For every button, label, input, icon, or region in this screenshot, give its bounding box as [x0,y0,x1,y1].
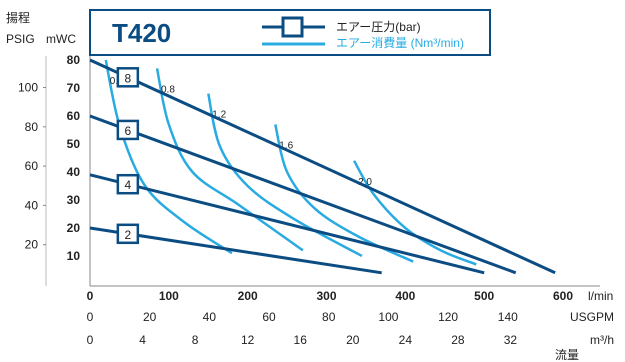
y-tick-mwc: 30 [67,193,81,207]
pressure-label-text: 4 [124,178,131,192]
x-tick-m3h: 32 [504,333,518,347]
x-tick-m3h: 24 [399,333,413,347]
y-unit-psig: PSIG [6,32,35,46]
y-tick-psig: 20 [25,238,39,252]
y-axis-title: 揚程 [6,10,30,25]
x-tick-m3h: 0 [87,333,94,347]
y-tick-psig: 60 [25,159,39,173]
legend: エアー圧力(bar) エアー消費量 (Nm³/min) [262,16,464,50]
pressure-labels: 8 6 4 2 [116,67,140,245]
pressure-label-box [116,173,140,195]
x-unit-usgpm: USGPM [570,310,614,324]
x-tick-m3h: 8 [192,333,199,347]
air-pressure-lines [89,58,556,275]
y-tick-mwc: 10 [67,249,81,263]
x-tick-lpm: 100 [159,289,179,303]
y-unit-mwc: mWC [46,32,76,46]
x-tick-m3h: 16 [294,333,308,347]
flow-curve-1.2 [207,93,363,258]
pressure-line-6 [89,114,517,275]
y-tick-mwc: 70 [67,81,81,95]
flow-curve-2.0 [353,160,477,266]
x-tick-lpm: 0 [87,289,94,303]
y-tick-mwc: 80 [67,53,81,67]
flow-curve-label: 1.2 [212,110,226,121]
legend-flow-label: エアー消費量 (Nm³/min) [336,35,464,50]
model-title: T420 [112,18,171,48]
x-tick-usgpm: 80 [322,310,336,324]
y-tick-mwc: 20 [67,221,81,235]
flow-curve-label: 0.8 [161,84,175,95]
pressure-label-box [116,223,140,245]
x-tick-lpm: 500 [474,289,494,303]
x-tick-usgpm: 0 [87,310,94,324]
x-tick-usgpm: 100 [378,310,398,324]
pressure-line-8 [89,58,556,275]
x-tick-m3h: 4 [139,333,146,347]
x-tick-lpm: 600 [553,289,573,303]
x-unit-m3h: m³/h [590,333,614,347]
legend-pressure-label: エアー圧力(bar) [336,20,421,34]
x-tick-m3h: 28 [451,333,465,347]
y-tick-mwc: 50 [67,137,81,151]
x-tick-usgpm: 120 [438,310,458,324]
flow-curve-0.4 [104,59,233,255]
y-tick-psig: 100 [18,81,38,95]
x-tick-usgpm: 60 [262,310,276,324]
x-tick-lpm: 300 [316,289,336,303]
x-tick-lpm: 200 [238,289,258,303]
x-axis-title: 流量 [555,348,579,362]
y-tick-psig: 40 [25,198,39,212]
pressure-label-box [116,67,140,88]
flow-curve-label: 1.6 [279,140,293,151]
x-tick-usgpm: 40 [203,310,217,324]
flow-curve-0.8 [155,68,304,252]
y-tick-psig: 80 [25,120,39,134]
x-tick-m3h: 12 [241,333,255,347]
flow-curve-label: 2.0 [358,177,372,188]
pressure-label-text: 2 [124,228,131,242]
x-tick-m3h: 20 [346,333,360,347]
x-tick-usgpm: 140 [498,310,518,324]
y-tick-mwc: 40 [67,165,81,179]
pressure-line-4 [89,173,485,275]
air-consumption-curves: 0.40.81.21.62.0 [104,59,477,266]
y-tick-mwc: 60 [67,109,81,123]
x-unit-lpm: l/min [588,289,613,303]
pressure-label-text: 6 [124,124,131,138]
pressure-label-text: 8 [124,71,131,85]
x-tick-usgpm: 20 [143,310,157,324]
x-tick-lpm: 400 [395,289,415,303]
pressure-label-box [116,119,140,141]
legend-pressure-marker [281,16,304,38]
